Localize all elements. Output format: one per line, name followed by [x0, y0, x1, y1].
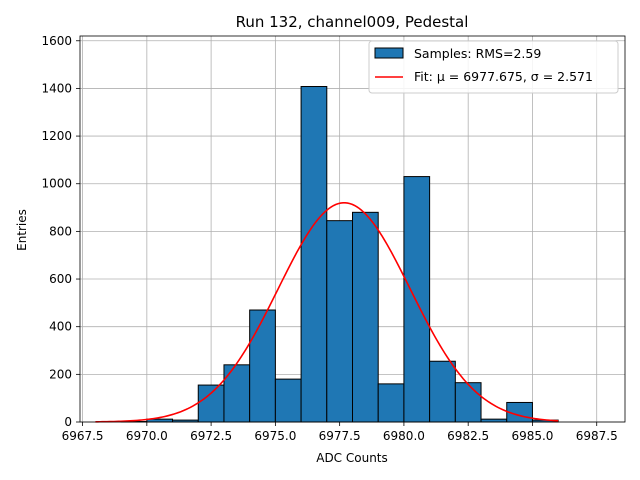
x-tick-label: 6975.0 [254, 429, 296, 443]
y-axis-ticks: 0 200 400 600 800 1000 1200 1400 1600 [41, 34, 80, 429]
x-axis-ticks: 6967.5 6970.0 6972.5 6975.0 6977.5 6980.0 6982… [62, 422, 618, 443]
x-tick-label: 6967.5 [62, 429, 104, 443]
legend-label-histogram: Samples: RMS=2.59 [414, 46, 541, 61]
histogram-bar [480, 418, 508, 423]
x-tick-label: 6982.5 [447, 429, 489, 443]
histogram-bar [377, 383, 405, 423]
x-tick-label: 6972.5 [190, 429, 232, 443]
histogram-bar [403, 176, 431, 423]
legend: Samples: RMS=2.59 Fit: μ = 6977.675, σ =… [368, 40, 619, 94]
histogram-bars [120, 86, 559, 423]
y-tick-label: 0 [64, 415, 72, 429]
x-tick-label: 6985.0 [511, 429, 553, 443]
histogram-bar [249, 309, 276, 423]
histogram-bar [326, 220, 353, 423]
histogram-bar [223, 364, 251, 423]
chart-title: Run 132, channel009, Pedestal [236, 13, 469, 31]
y-tick-label: 200 [49, 367, 72, 381]
y-axis-label: Entries [15, 209, 29, 251]
fit-curve-group [95, 202, 559, 423]
x-tick-label: 6987.5 [576, 429, 618, 443]
histogram-bar [429, 360, 456, 423]
x-tick-label: 6970.0 [126, 429, 168, 443]
y-tick-label: 400 [49, 320, 72, 334]
x-axis-label: ADC Counts [316, 451, 388, 465]
fit-curve [95, 202, 559, 423]
y-tick-label: 800 [49, 224, 72, 238]
y-tick-label: 1200 [41, 129, 72, 143]
histogram-bar [352, 211, 379, 423]
x-tick-label: 6980.0 [383, 429, 425, 443]
legend-box [368, 40, 619, 94]
plot-frame [79, 35, 626, 423]
histogram-bar [197, 384, 225, 423]
y-tick-label: 1400 [41, 81, 72, 95]
histogram-bar [300, 86, 328, 423]
y-tick-label: 600 [49, 272, 72, 286]
y-tick-label: 1000 [41, 177, 72, 191]
histogram-bar [454, 382, 482, 423]
y-tick-label: 1600 [41, 34, 72, 48]
legend-label-fit: Fit: μ = 6977.675, σ = 2.571 [414, 69, 593, 84]
histogram-bar [274, 378, 302, 423]
legend-swatch-histogram [374, 47, 404, 59]
x-tick-label: 6977.5 [319, 429, 361, 443]
